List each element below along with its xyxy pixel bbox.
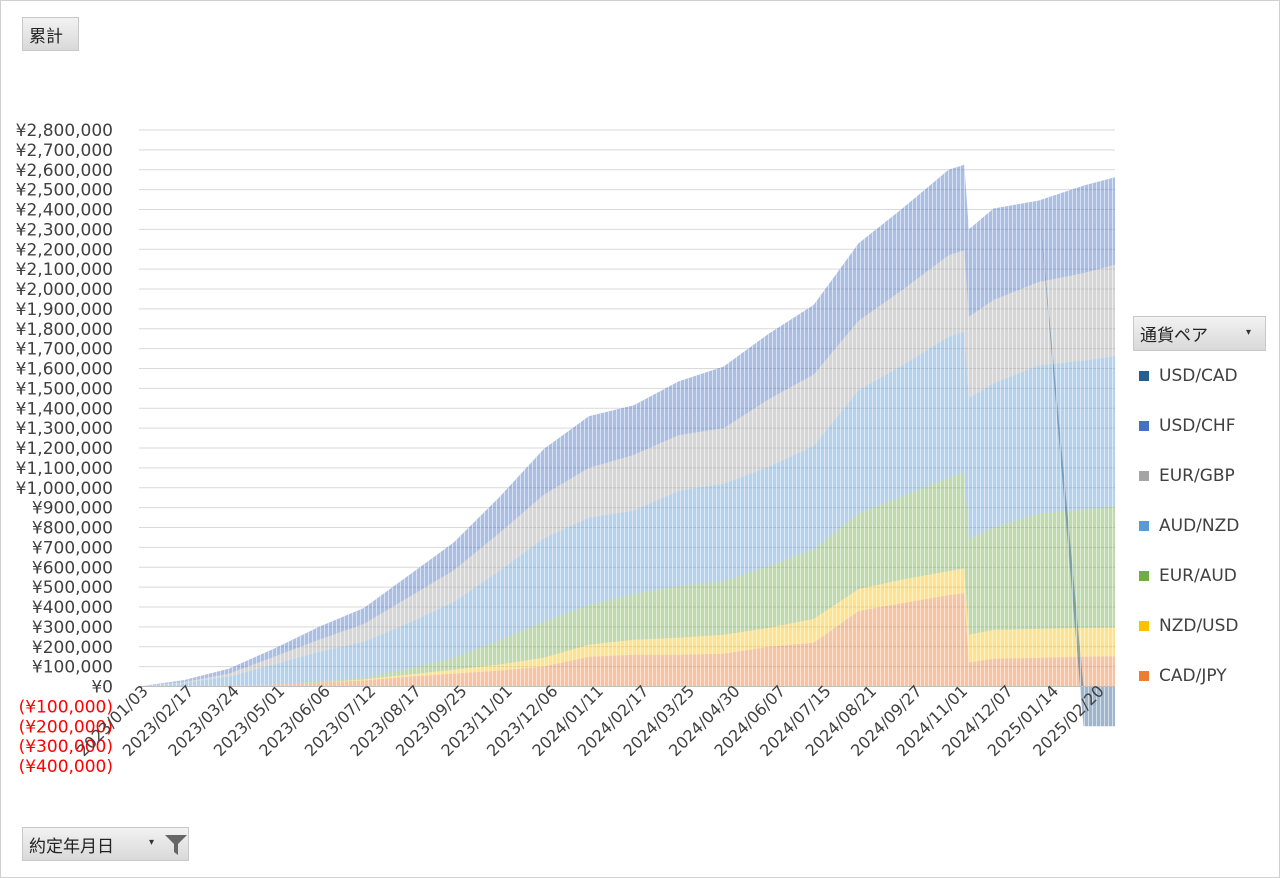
y-tick-label: ¥400,000 <box>32 598 113 618</box>
y-tick-label: ¥1,400,000 <box>16 399 113 419</box>
y-tick-label: ¥500,000 <box>32 578 113 598</box>
y-tick-label: ¥600,000 <box>32 558 113 578</box>
y-tick-label: (¥100,000) <box>19 697 113 717</box>
y-tick-label: ¥1,000,000 <box>16 479 113 499</box>
y-tick-label: ¥2,600,000 <box>16 161 113 181</box>
y-tick-label: ¥2,200,000 <box>16 240 113 260</box>
y-tick-label: ¥1,800,000 <box>16 320 113 340</box>
y-tick-label: ¥2,000,000 <box>16 280 113 300</box>
y-tick-label: ¥1,500,000 <box>16 379 113 399</box>
y-tick-label: ¥1,100,000 <box>16 459 113 479</box>
y-tick-label: (¥400,000) <box>19 757 113 777</box>
y-tick-label: ¥700,000 <box>32 538 113 558</box>
y-tick-label: ¥100,000 <box>32 658 113 678</box>
y-tick-label: ¥300,000 <box>32 618 113 638</box>
y-tick-label: ¥1,600,000 <box>16 360 113 380</box>
y-tick-label: ¥2,100,000 <box>16 260 113 280</box>
y-tick-label: ¥2,300,000 <box>16 220 113 240</box>
y-tick-label: ¥1,200,000 <box>16 439 113 459</box>
y-tick-label: ¥2,500,000 <box>16 181 113 201</box>
y-tick-label: ¥800,000 <box>32 519 113 539</box>
y-tick-label: ¥2,400,000 <box>16 201 113 221</box>
y-tick-label: ¥900,000 <box>32 499 113 519</box>
y-tick-label: ¥1,900,000 <box>16 300 113 320</box>
y-tick-label: ¥1,700,000 <box>16 340 113 360</box>
y-tick-label: ¥2,700,000 <box>16 141 113 161</box>
y-tick-label: ¥1,300,000 <box>16 419 113 439</box>
y-tick-label: ¥2,800,000 <box>16 121 113 141</box>
y-tick-label: ¥200,000 <box>32 638 113 658</box>
y-tick-label: ¥0 <box>91 678 113 698</box>
